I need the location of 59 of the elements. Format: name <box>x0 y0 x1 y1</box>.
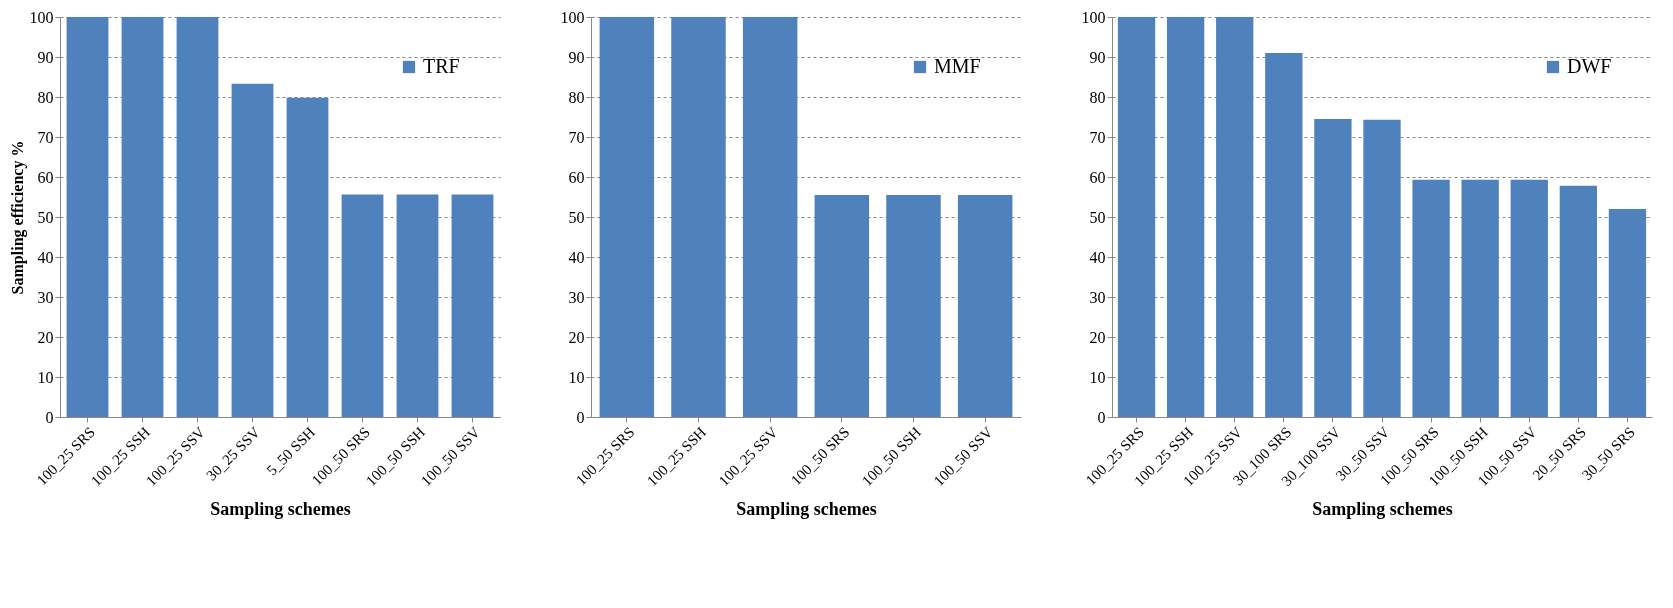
bar <box>121 17 164 417</box>
y-tick-label: 100 <box>560 8 585 26</box>
bar <box>1461 179 1499 417</box>
y-tick-label: 80 <box>568 88 585 106</box>
y-tick-label: 30 <box>1089 288 1106 306</box>
y-tick-label: 50 <box>568 208 585 226</box>
legend-label: TRF <box>423 55 460 77</box>
y-tick-label: 70 <box>37 128 54 146</box>
y-tick-label: 0 <box>1097 408 1106 426</box>
legend-label: DWF <box>1567 55 1612 77</box>
bar <box>1510 179 1548 417</box>
y-tick-label: 60 <box>37 168 54 186</box>
y-tick-label: 60 <box>568 168 585 186</box>
y-tick-label: 40 <box>37 248 54 266</box>
bar <box>176 17 219 417</box>
bar <box>286 97 329 417</box>
bar <box>396 194 439 417</box>
bar <box>66 17 109 417</box>
bar <box>1265 53 1303 417</box>
legend-label: MMF <box>934 55 981 77</box>
y-tick-label: 30 <box>568 288 585 306</box>
y-tick-label: 20 <box>568 328 585 346</box>
bar <box>1216 17 1254 417</box>
y-tick-label: 50 <box>1089 208 1106 226</box>
bar <box>451 194 494 417</box>
x-axis-title: Sampling schemes <box>210 499 351 520</box>
bar <box>1559 185 1598 417</box>
y-tick-label: 20 <box>37 328 54 346</box>
y-tick-label: 80 <box>1089 88 1106 106</box>
y-tick-label: 100 <box>1081 8 1106 26</box>
y-tick-label: 70 <box>568 128 585 146</box>
y-axis-title: Sampling efficiency % <box>8 140 27 295</box>
bar <box>1166 17 1205 417</box>
y-tick-label: 90 <box>568 48 585 66</box>
y-tick-label: 20 <box>1089 328 1106 346</box>
bar <box>1608 209 1647 417</box>
y-tick-label: 60 <box>1089 168 1106 186</box>
y-tick-label: 10 <box>568 368 585 386</box>
y-tick-label: 30 <box>37 288 54 306</box>
y-tick-label: 40 <box>568 248 585 266</box>
x-axis-title: Sampling schemes <box>736 499 877 520</box>
x-axis-title: Sampling schemes <box>1312 499 1453 520</box>
y-tick-label: 50 <box>37 208 54 226</box>
bar <box>231 83 274 417</box>
bar <box>1412 179 1450 417</box>
y-tick-label: 10 <box>37 368 54 386</box>
y-tick-label: 70 <box>1089 128 1106 146</box>
y-tick-label: 10 <box>1089 368 1106 386</box>
y-tick-label: 0 <box>576 408 585 426</box>
y-tick-label: 0 <box>45 408 54 426</box>
y-tick-label: 100 <box>29 8 54 26</box>
y-tick-label: 90 <box>1089 48 1106 66</box>
y-tick-label: 90 <box>37 48 54 66</box>
bar <box>1314 119 1352 417</box>
bar <box>1117 17 1156 417</box>
y-tick-label: 40 <box>1089 248 1106 266</box>
y-tick-label: 80 <box>37 88 54 106</box>
bar <box>341 194 384 417</box>
bar <box>1363 119 1401 417</box>
